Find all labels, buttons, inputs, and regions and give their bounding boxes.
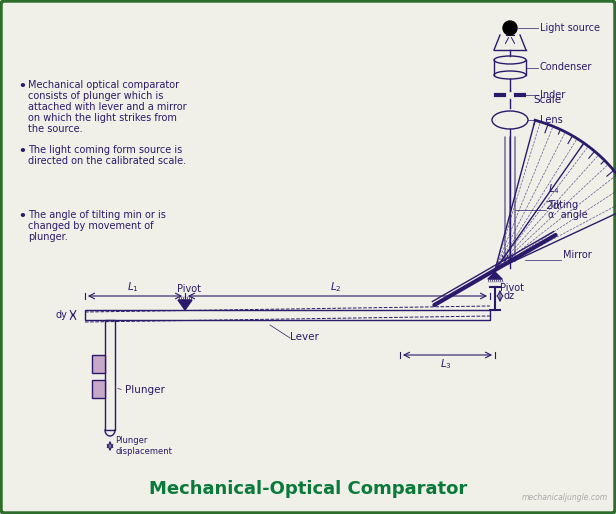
Text: attached with lever and a mirror: attached with lever and a mirror xyxy=(28,102,187,112)
Text: Plunger
displacement: Plunger displacement xyxy=(115,436,172,456)
Text: •: • xyxy=(18,145,26,158)
Text: Mirror: Mirror xyxy=(563,250,592,260)
Text: mechanicaljungle.com: mechanicaljungle.com xyxy=(522,493,608,502)
Text: Mechanical optical comparator: Mechanical optical comparator xyxy=(28,80,179,90)
Text: Scale: Scale xyxy=(533,95,561,105)
Polygon shape xyxy=(178,300,192,310)
Text: Lever: Lever xyxy=(290,332,319,342)
Text: Pivot: Pivot xyxy=(177,284,201,294)
Text: Pivot: Pivot xyxy=(500,283,524,293)
Text: dy: dy xyxy=(55,310,67,320)
Bar xyxy=(92,355,105,373)
Text: Condenser: Condenser xyxy=(540,63,593,72)
Bar xyxy=(92,380,105,398)
Text: $L_2$: $L_2$ xyxy=(330,280,341,294)
Text: plunger.: plunger. xyxy=(28,232,68,242)
Text: Tilting: Tilting xyxy=(548,200,578,210)
Text: changed by movement of: changed by movement of xyxy=(28,221,153,231)
Text: α  angle: α angle xyxy=(548,210,588,220)
Text: the source.: the source. xyxy=(28,124,83,134)
Text: Mechanical-Optical Comparator: Mechanical-Optical Comparator xyxy=(149,480,467,498)
Text: •: • xyxy=(18,80,26,93)
Text: $L_3$: $L_3$ xyxy=(439,357,452,371)
Text: Inder: Inder xyxy=(540,90,565,100)
Text: •: • xyxy=(18,210,26,223)
Text: directed on the calibrated scale.: directed on the calibrated scale. xyxy=(28,156,186,166)
Text: Light source: Light source xyxy=(540,23,600,33)
Bar xyxy=(85,310,490,320)
Text: Plunger: Plunger xyxy=(125,385,165,395)
Text: $2\alpha$: $2\alpha$ xyxy=(545,199,561,211)
Circle shape xyxy=(503,21,517,35)
Polygon shape xyxy=(488,272,502,279)
Text: Lens: Lens xyxy=(540,115,563,125)
Text: The light coming form source is: The light coming form source is xyxy=(28,145,182,155)
Text: $L_4$: $L_4$ xyxy=(548,182,560,196)
Text: $L_1$: $L_1$ xyxy=(127,280,139,294)
Text: dz: dz xyxy=(503,291,514,301)
Bar xyxy=(105,320,115,430)
Text: consists of plunger which is: consists of plunger which is xyxy=(28,91,163,101)
Text: on which the light strikes from: on which the light strikes from xyxy=(28,113,177,123)
Text: The angle of tilting min or is: The angle of tilting min or is xyxy=(28,210,166,220)
